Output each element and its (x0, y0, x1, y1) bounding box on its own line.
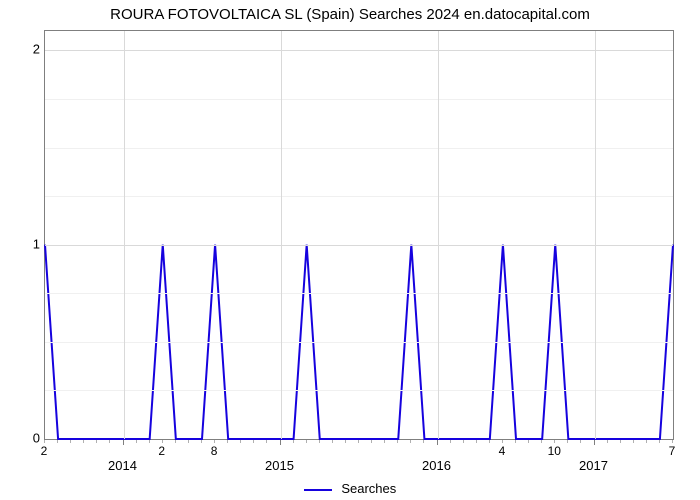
x-minor-tick (253, 440, 254, 443)
x-minor-tick (96, 440, 97, 443)
x-minor-tick (528, 440, 529, 443)
x-tick (123, 440, 124, 445)
x-minor-tick (358, 440, 359, 443)
y-minor-gridline (45, 342, 673, 343)
x-minor-tick (83, 440, 84, 443)
chart-container: ROURA FOTOVOLTAICA SL (Spain) Searches 2… (0, 0, 700, 500)
x-minor-tick (633, 440, 634, 443)
legend-label: Searches (341, 481, 396, 496)
x-gridline (124, 31, 125, 439)
x-minor-tick (463, 440, 464, 443)
x-minor-tick (70, 440, 71, 443)
y-tick-label: 0 (10, 431, 40, 446)
x-minor-tick (332, 440, 333, 443)
legend-swatch (304, 489, 332, 491)
x-minor-tick (580, 440, 581, 443)
x-minor-tick (502, 440, 503, 443)
x-year-label: 2016 (422, 458, 451, 473)
x-value-label: 2 (158, 444, 165, 458)
x-minor-tick (397, 440, 398, 443)
x-value-label: 2 (41, 444, 48, 458)
x-minor-tick (227, 440, 228, 443)
x-gridline (595, 31, 596, 439)
y-gridline (45, 50, 673, 51)
x-year-label: 2017 (579, 458, 608, 473)
x-minor-tick (489, 440, 490, 443)
y-tick-label: 2 (10, 42, 40, 57)
x-tick (437, 440, 438, 445)
chart-title: ROURA FOTOVOLTAICA SL (Spain) Searches 2… (0, 6, 700, 23)
x-minor-tick (188, 440, 189, 443)
x-year-label: 2015 (265, 458, 294, 473)
x-minor-tick (240, 440, 241, 443)
x-minor-tick (476, 440, 477, 443)
x-minor-tick (109, 440, 110, 443)
x-minor-tick (57, 440, 58, 443)
x-minor-tick (162, 440, 163, 443)
x-minor-tick (450, 440, 451, 443)
y-minor-gridline (45, 293, 673, 294)
x-minor-tick (201, 440, 202, 443)
x-minor-tick (384, 440, 385, 443)
x-minor-tick (136, 440, 137, 443)
legend: Searches (0, 481, 700, 496)
x-minor-tick (515, 440, 516, 443)
x-minor-tick (345, 440, 346, 443)
x-minor-tick (567, 440, 568, 443)
y-minor-gridline (45, 99, 673, 100)
x-value-label: 10 (548, 444, 561, 458)
x-minor-tick (44, 440, 45, 443)
x-minor-tick (646, 440, 647, 443)
x-minor-tick (620, 440, 621, 443)
x-tick (280, 440, 281, 445)
x-minor-tick (175, 440, 176, 443)
x-minor-tick (371, 440, 372, 443)
x-minor-tick (214, 440, 215, 443)
x-minor-tick (149, 440, 150, 443)
y-minor-gridline (45, 390, 673, 391)
x-value-label: 7 (669, 444, 676, 458)
plot-area (44, 30, 674, 440)
x-tick (594, 440, 595, 445)
x-value-label: 8 (211, 444, 218, 458)
y-gridline (45, 245, 673, 246)
x-minor-tick (410, 440, 411, 443)
x-minor-tick (423, 440, 424, 443)
x-minor-tick (672, 440, 673, 443)
x-gridline (281, 31, 282, 439)
x-minor-tick (319, 440, 320, 443)
y-minor-gridline (45, 196, 673, 197)
y-minor-gridline (45, 148, 673, 149)
x-minor-tick (541, 440, 542, 443)
x-year-label: 2014 (108, 458, 137, 473)
x-gridline (438, 31, 439, 439)
x-value-label: 4 (499, 444, 506, 458)
y-tick-label: 1 (10, 236, 40, 251)
x-minor-tick (306, 440, 307, 443)
x-minor-tick (607, 440, 608, 443)
x-minor-tick (554, 440, 555, 443)
x-minor-tick (659, 440, 660, 443)
series-line (45, 31, 673, 439)
x-minor-tick (266, 440, 267, 443)
x-minor-tick (293, 440, 294, 443)
